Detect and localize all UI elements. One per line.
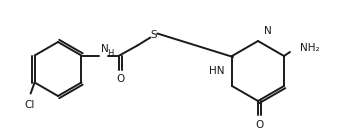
Text: O: O: [116, 75, 124, 85]
Text: N: N: [101, 44, 109, 54]
Text: H: H: [107, 49, 113, 58]
Text: NH₂: NH₂: [300, 43, 320, 53]
Text: HN: HN: [209, 66, 224, 76]
Text: N: N: [264, 26, 272, 36]
Text: Cl: Cl: [24, 101, 35, 111]
Text: S: S: [150, 31, 157, 41]
Text: O: O: [255, 120, 263, 130]
